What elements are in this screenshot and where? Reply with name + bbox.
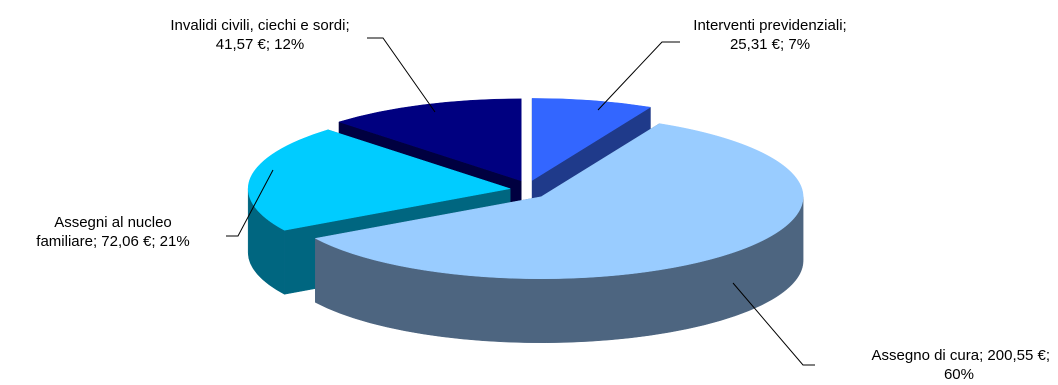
leader-line-invalidi-civili (367, 37, 436, 113)
data-label-line: familiare; 72,06 €; 21% (36, 233, 190, 250)
data-label-line: Assegni al nucleo (54, 214, 172, 231)
data-label-line: 25,31 €; 7% (729, 36, 811, 53)
data-label-line: 60% (943, 366, 974, 383)
leader-lines (226, 37, 815, 366)
slice-top-invalidi-civili-ciechi-e-sordi (338, 98, 522, 182)
data-label-interventi-previdenziali: Interventi previdenziali; 25,31 €; 7% (645, 16, 895, 54)
slice-top-assegno-di-cura (314, 123, 804, 280)
data-label-line: Assegno di cura; 200,55 €; (871, 347, 1050, 364)
data-label-assegno-di-cura: Assegno di cura; 200,55 €; 60% (780, 346, 1050, 384)
data-label-line: Invalidi civili, ciechi e sordi; (170, 17, 350, 34)
leader-line-interventi-previdenziali (597, 41, 680, 111)
leader-line-assegni-nucleo-familiare (226, 169, 274, 237)
slice-top-assegni-al-nucleo-familiare (247, 129, 511, 231)
slice-top-interventi-previdenziali (531, 98, 652, 181)
data-label-line: 41,57 €; 12% (215, 36, 305, 53)
data-label-invalidi-civili: Invalidi civili, ciechi e sordi; 41,57 €… (125, 16, 395, 54)
leader-line-assegno-di-cura (732, 282, 815, 366)
data-label-assegni-nucleo-familiare: Assegni al nucleo familiare; 72,06 €; 21… (2, 213, 224, 251)
slice-tops (247, 98, 804, 280)
data-label-line: Interventi previdenziali; (693, 17, 847, 34)
